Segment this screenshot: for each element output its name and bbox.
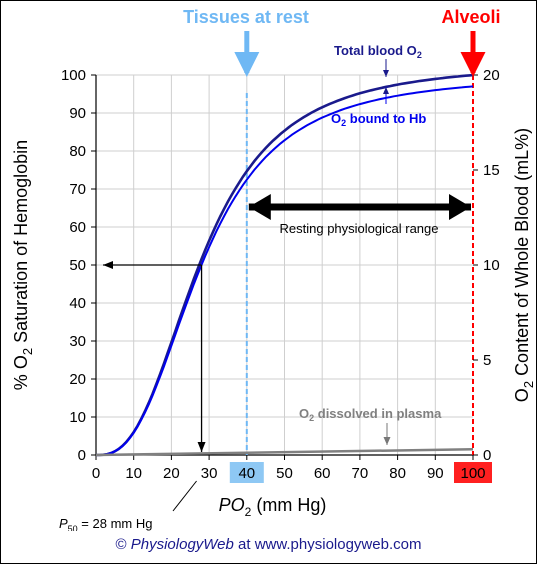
y-tick-label-left: 100	[61, 67, 86, 84]
credit-brand: PhysiologyWeb	[130, 536, 234, 553]
y-axis-title-left: % O2 Saturation of Hemoglobin	[11, 140, 35, 390]
x-tick-label: 40	[238, 465, 255, 482]
x-tick-label: 90	[427, 465, 444, 482]
y-tick-label-left: 30	[69, 333, 86, 350]
x-tick-label: 70	[352, 465, 369, 482]
y-tick-label-left: 50	[69, 257, 86, 274]
x-axis-title: PO2 (mm Hg)	[219, 495, 327, 519]
y-tick-label-left: 80	[69, 143, 86, 160]
y-tick-label-right: 15	[483, 162, 500, 179]
y-tick-label-left: 40	[69, 295, 86, 312]
series-line-bound-to-hb	[96, 85, 474, 456]
p50-label: P50 = 28 mm Hg	[59, 516, 152, 531]
highlight-100	[454, 462, 492, 483]
tissues-label: Tissues at rest	[183, 7, 309, 27]
y-tick-label-left: 60	[69, 219, 86, 236]
x-tick-label: 10	[125, 465, 142, 482]
highlight-40	[229, 462, 264, 483]
legend-dissolved-plasma: O2 dissolved in plasma	[299, 406, 442, 423]
x-tick-label: 50	[276, 465, 293, 482]
range-label: Resting physiological range	[280, 221, 439, 236]
oxygen-dissociation-chart: 0 10 20 30 40 50 60 70 80 90 100010203040506070809…	[11, 7, 536, 531]
y-tick-label-left: 70	[69, 181, 86, 198]
y-axis-title-right: O2 Content of Whole Blood (mL%)	[512, 128, 536, 402]
y-tick-label-left: 90	[69, 105, 86, 122]
x-tick-label: 30	[201, 465, 218, 482]
x-tick-label: 20	[163, 465, 180, 482]
alveoli-label: Alveoli	[441, 7, 500, 27]
y-tick-label-left: 20	[69, 371, 86, 388]
x-tick-label: 60	[314, 465, 331, 482]
y-tick-label-right: 20	[483, 67, 500, 84]
credit-line: © PhysiologyWeb at www.physiologyweb.com	[115, 536, 422, 553]
x-tick-label: 0	[92, 465, 100, 482]
series-line-dissolved-plasma	[95, 448, 474, 457]
x-tick-label: 80	[389, 465, 406, 482]
legend-total-blood: Total blood O2	[334, 43, 422, 60]
x-tick-label: 100	[460, 465, 485, 482]
y-tick-label-right: 5	[483, 352, 491, 369]
y-tick-label-right: 0	[483, 447, 491, 464]
p50-leader-line	[172, 480, 197, 512]
y-tick-label-left: 10	[69, 409, 86, 426]
y-tick-label-left: 0	[78, 447, 86, 464]
y-tick-label-right: 10	[483, 257, 500, 274]
legend-bound-hb: O2 bound to Hb	[331, 111, 426, 128]
